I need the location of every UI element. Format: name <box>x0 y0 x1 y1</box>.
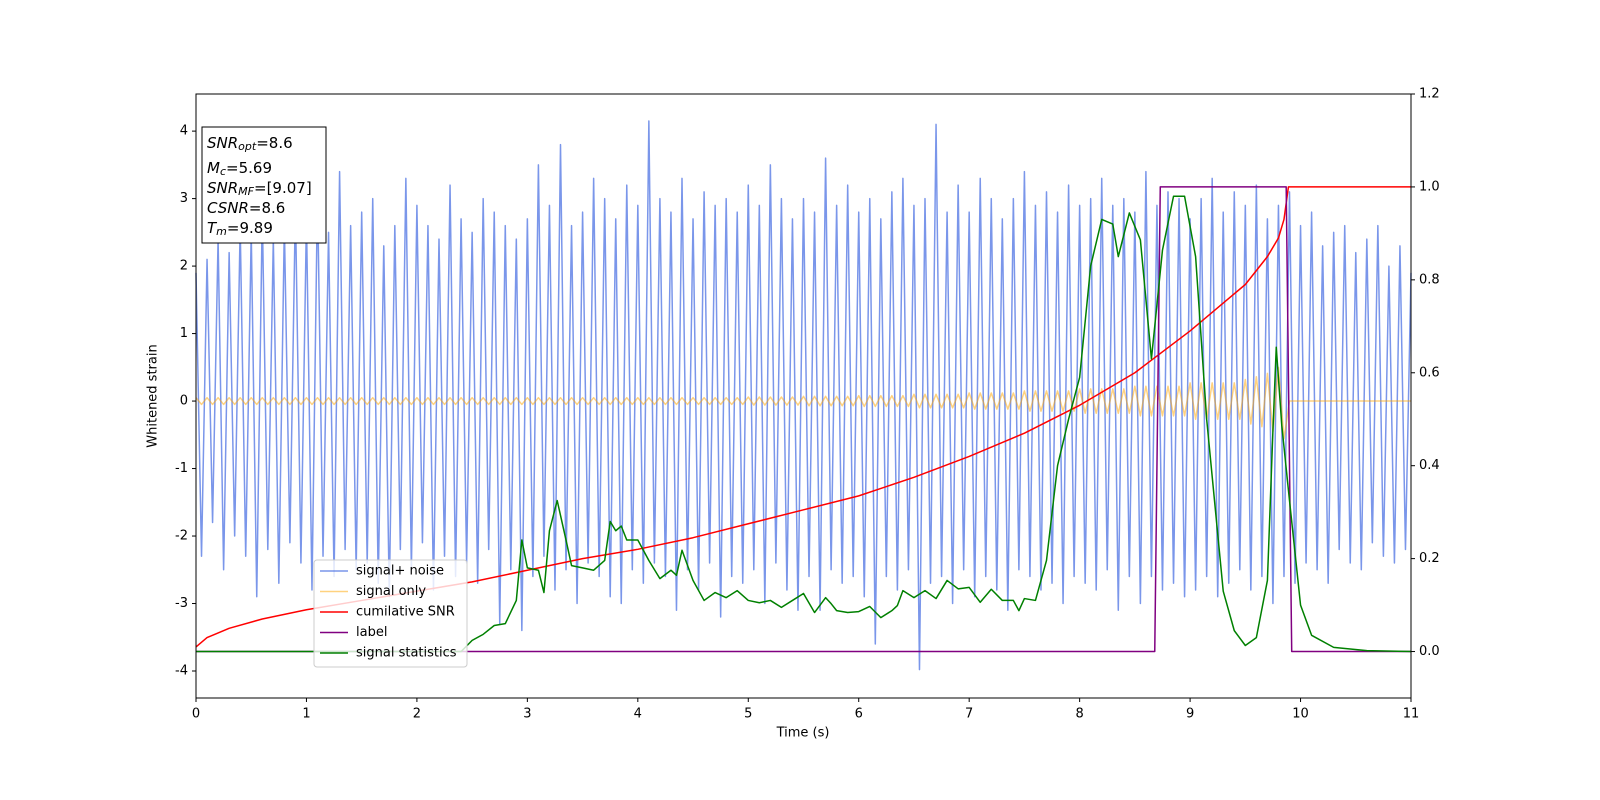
y-tick-label: -2 <box>175 529 188 544</box>
y-tick-label: -1 <box>175 461 188 476</box>
y2-tick-label: 0.4 <box>1419 458 1440 473</box>
y-tick-label: 1 <box>180 326 188 341</box>
annotation-value: =9.89 <box>227 219 273 237</box>
annotation-value: =[9.07] <box>254 179 312 197</box>
legend-label: signal only <box>356 584 426 599</box>
annotation-name: M <box>207 159 220 177</box>
x-axis-label: Time (s) <box>776 726 830 741</box>
annotation-line: Mc=5.69 <box>207 159 272 179</box>
annotation-line: CSNR=8.6 <box>207 199 285 217</box>
y-tick-label: 0 <box>180 394 188 409</box>
x-tick-label: 10 <box>1292 707 1309 722</box>
annotation-line: SNRopt=8.6 <box>207 134 293 154</box>
y2-tick-label: 1.2 <box>1419 87 1440 102</box>
x-tick-label: 0 <box>192 707 200 722</box>
legend-label: signal statistics <box>356 646 457 661</box>
y2-tick-label: 0.6 <box>1419 365 1440 380</box>
annotation-box <box>201 126 327 244</box>
y2-tick-label: 0.0 <box>1419 644 1440 659</box>
annotation-line: SNRMF=[9.07] <box>207 179 312 199</box>
annotation: SNRopt=8.6Mc=5.69SNRMF=[9.07]CSNR=8.6Tm=… <box>207 134 312 239</box>
y2-tick-label: 0.2 <box>1419 551 1440 566</box>
annotation-value: =5.69 <box>226 159 272 177</box>
annotation-sub: MF <box>238 185 254 198</box>
annotation-line: Tm=9.89 <box>207 219 273 239</box>
x-tick-label: 7 <box>965 707 973 722</box>
legend-label: signal+ noise <box>356 564 444 579</box>
x-tick-label: 4 <box>634 707 642 722</box>
x-tick-label: 9 <box>1186 707 1194 722</box>
x-tick-label: 5 <box>744 707 752 722</box>
y-tick-label: -3 <box>175 596 188 611</box>
legend: signal+ noise signal only cumilative SNR la… <box>313 559 468 668</box>
annotation-value: =8.6 <box>256 134 292 152</box>
x-tick-label: 8 <box>1075 707 1083 722</box>
annotation-name: CSNR <box>207 199 249 217</box>
annotation-name: SNR <box>207 179 238 197</box>
x-tick-label: 6 <box>855 707 863 722</box>
annotation-sub: c <box>220 165 226 178</box>
annotation-value: =8.6 <box>249 199 285 217</box>
y-tick-label: -4 <box>175 664 188 679</box>
x-tick-label: 11 <box>1403 707 1420 722</box>
y2-tick-label: 0.8 <box>1419 272 1440 287</box>
axes-frame <box>195 93 1412 699</box>
annotation-name: SNR <box>207 134 238 152</box>
series-line <box>196 186 1411 653</box>
legend-label: label <box>356 625 387 640</box>
x-tick-label: 1 <box>302 707 310 722</box>
x-tick-label: 2 <box>413 707 421 722</box>
series-line <box>196 195 1412 653</box>
x-tick-label: 3 <box>523 707 531 722</box>
y-axis-label: Whitened strain <box>146 344 161 447</box>
legend-label: cumilative SNR <box>356 605 455 620</box>
annotation-name: T <box>207 219 218 237</box>
legend-box <box>313 559 468 668</box>
annotation-sub: opt <box>238 140 257 153</box>
y-tick-label: 4 <box>180 124 188 139</box>
y-tick-label: 3 <box>180 191 188 206</box>
annotation-sub: m <box>216 225 227 238</box>
y-tick-label: 2 <box>180 259 188 274</box>
series-line <box>195 366 1411 440</box>
y2-tick-label: 1.0 <box>1419 179 1440 194</box>
